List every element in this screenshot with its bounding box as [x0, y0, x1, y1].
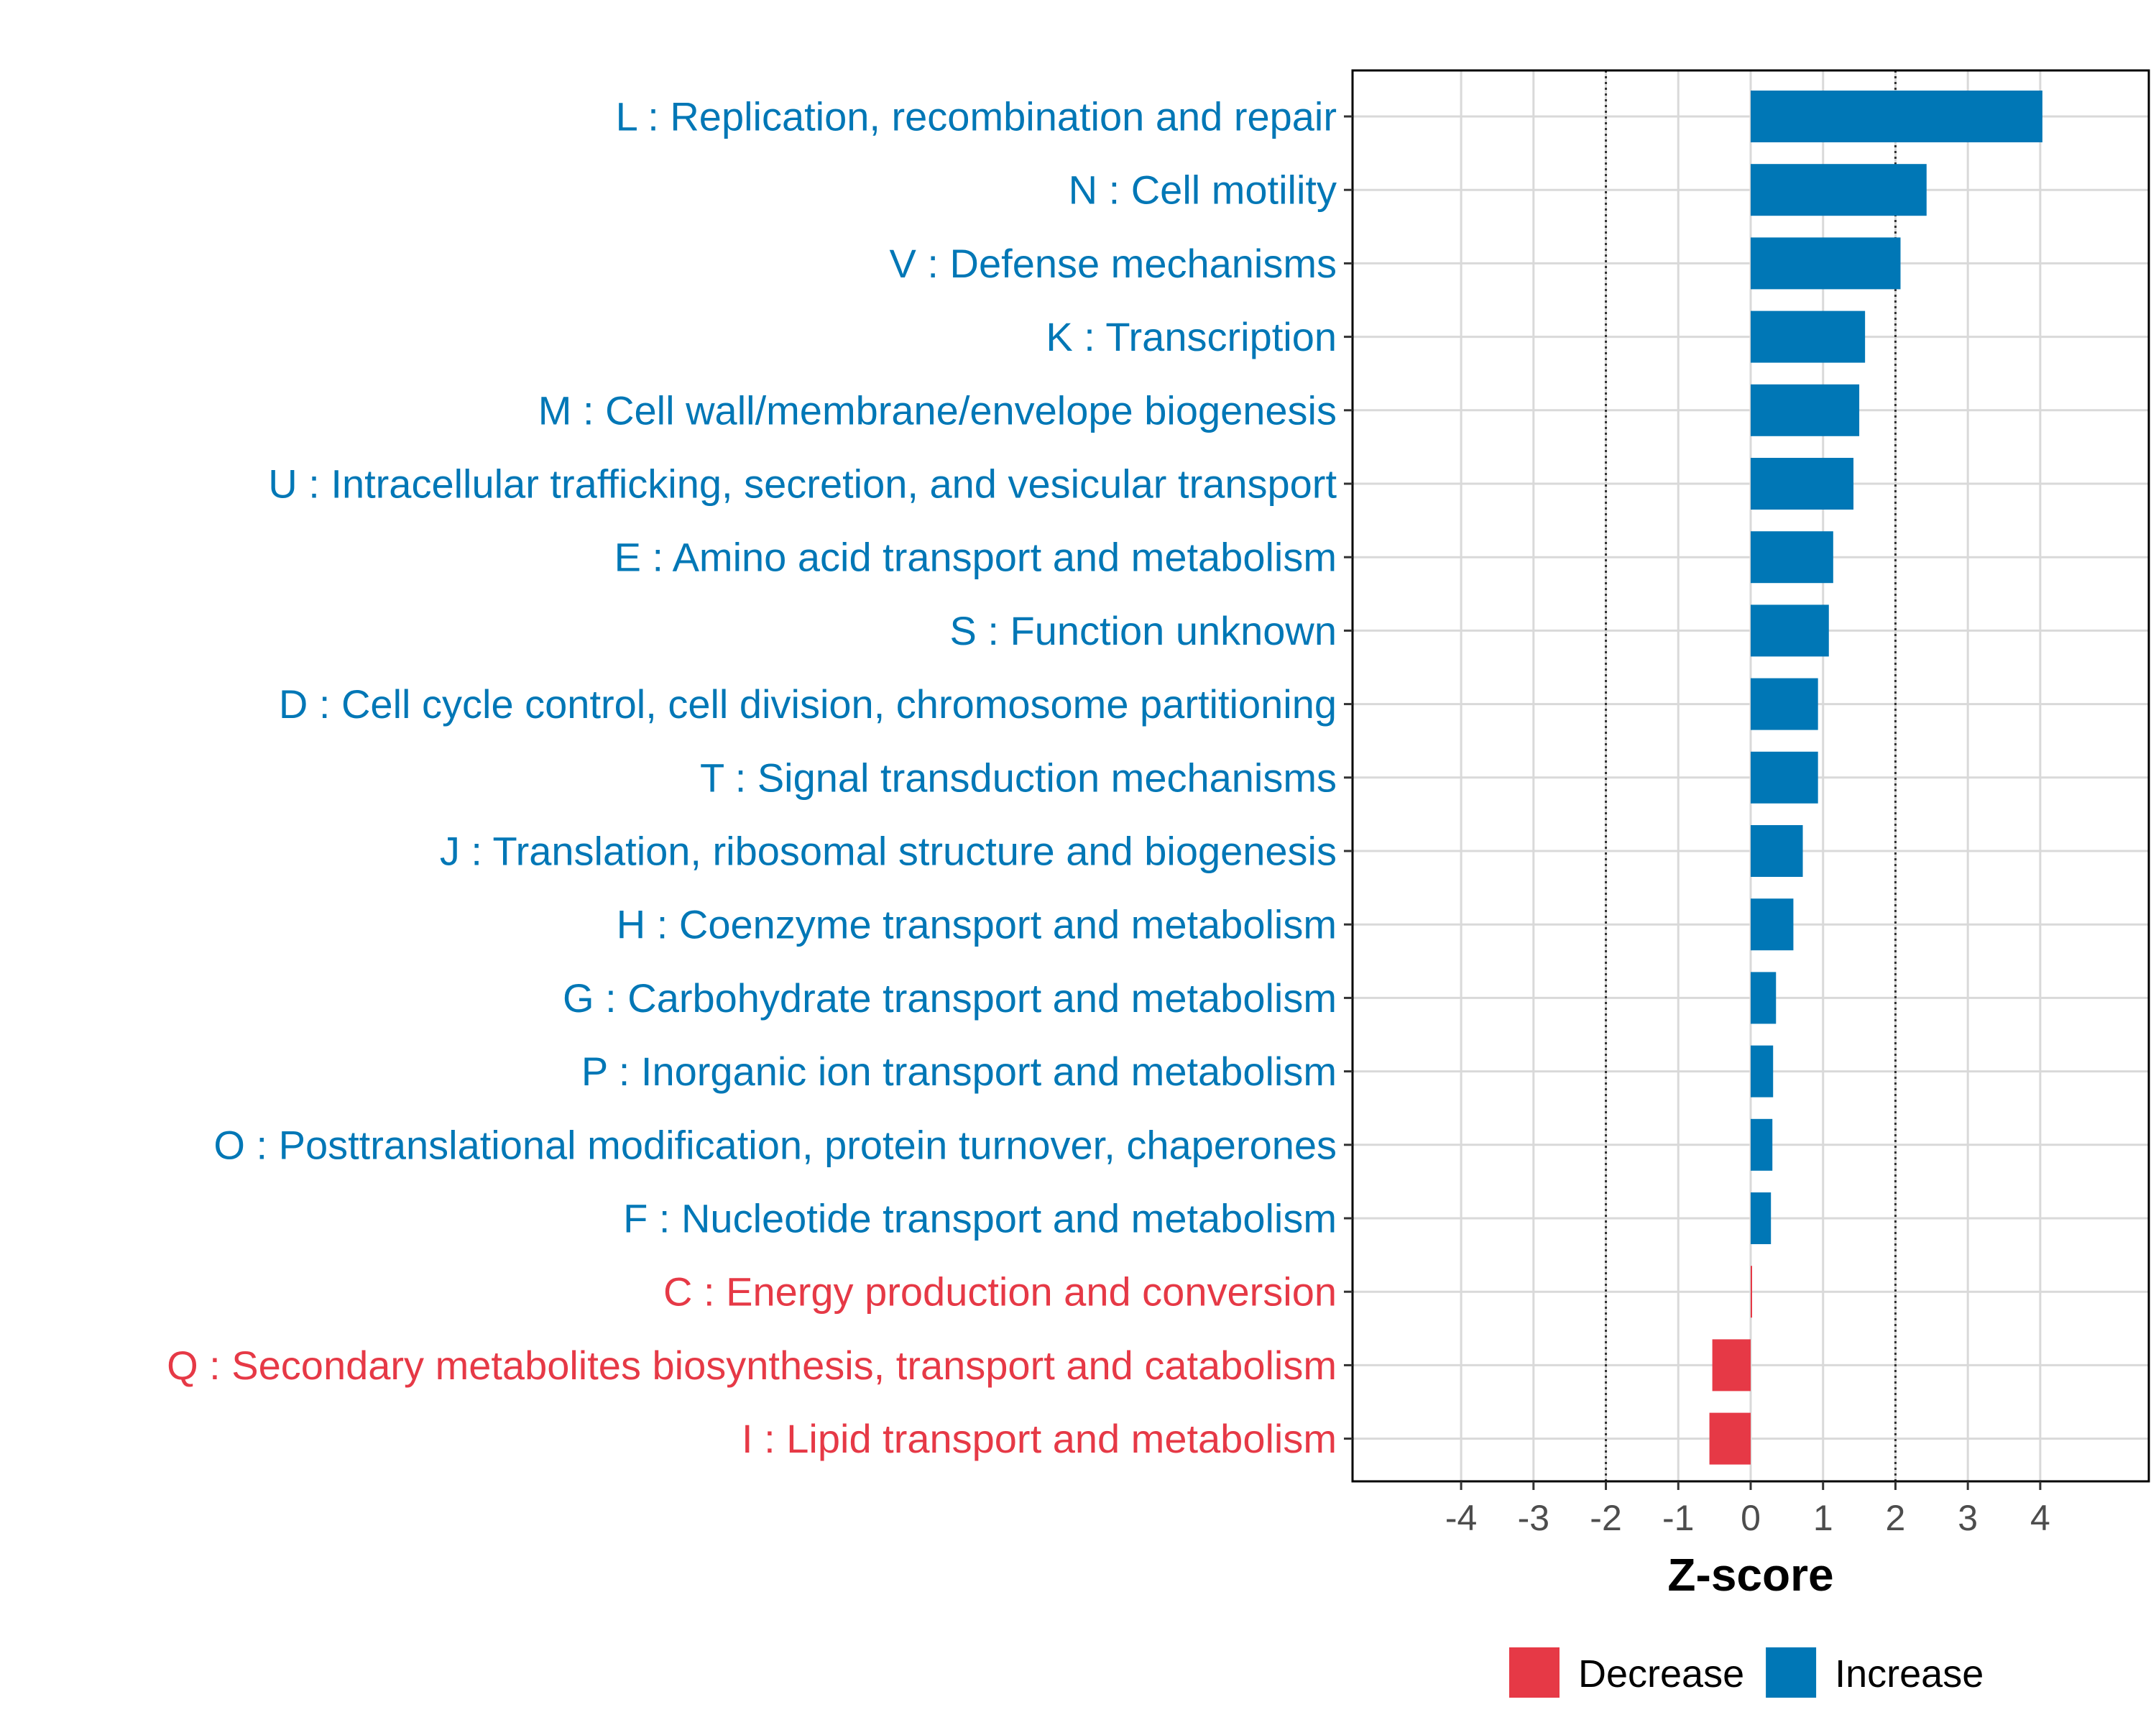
x-tick-label: 2 [1886, 1498, 1906, 1538]
bar [1751, 678, 1818, 730]
bar [1709, 1412, 1751, 1465]
category-label: E : Amino acid transport and metabolism [614, 535, 1337, 580]
x-axis-ticks [1460, 1481, 2042, 1490]
category-label: S : Function unknown [949, 608, 1337, 653]
bar [1751, 972, 1777, 1024]
x-tick-label: 3 [1958, 1498, 1978, 1538]
category-label: O : Posttranslational modification, prot… [213, 1122, 1337, 1167]
x-tick-label: 0 [1741, 1498, 1761, 1538]
x-tick-label: 1 [1813, 1498, 1833, 1538]
category-label: K : Transcription [1046, 314, 1337, 359]
bar [1751, 825, 1803, 877]
category-label: C : Energy production and conversion [663, 1269, 1337, 1315]
bar [1751, 1192, 1772, 1244]
legend-label: Decrease [1578, 1652, 1744, 1696]
x-axis-title: Z-score [1667, 1549, 1833, 1601]
bar [1751, 751, 1818, 804]
category-label: L : Replication, recombination and repai… [616, 94, 1337, 139]
category-label: T : Signal transduction mechanisms [700, 755, 1337, 800]
y-axis-ticks [1344, 115, 1353, 1440]
category-label: V : Defense mechanisms [890, 241, 1337, 286]
bar [1751, 1118, 1773, 1171]
category-label: H : Coenzyme transport and metabolism [617, 902, 1337, 947]
category-label: G : Carbohydrate transport and metabolis… [563, 975, 1337, 1021]
x-tick-label: -1 [1662, 1498, 1694, 1538]
bar [1751, 1266, 1752, 1318]
category-label: I : Lipid transport and metabolism [742, 1416, 1337, 1461]
category-label: N : Cell motility [1069, 167, 1337, 213]
category-label: Q : Secondary metabolites biosynthesis, … [167, 1343, 1337, 1388]
category-label: F : Nucleotide transport and metabolism [623, 1196, 1337, 1241]
bar [1751, 164, 1927, 216]
legend: Decrease Increase [1509, 1647, 1984, 1698]
bar [1751, 898, 1794, 951]
x-tick-label: -4 [1445, 1498, 1477, 1538]
category-label: P : Inorganic ion transport and metaboli… [581, 1049, 1337, 1094]
x-tick-label: -3 [1518, 1498, 1549, 1538]
category-label: U : Intracellular trafficking, secretion… [268, 461, 1337, 507]
category-label: J : Translation, ribosomal structure and… [440, 829, 1337, 874]
bar [1751, 310, 1866, 363]
category-label: D : Cell cycle control, cell division, c… [279, 681, 1337, 727]
legend-label: Increase [1835, 1652, 1984, 1696]
bar [1751, 531, 1833, 584]
bar [1751, 1045, 1774, 1098]
bar [1751, 458, 1854, 510]
x-tick-label: 4 [2030, 1498, 2050, 1538]
bar [1751, 604, 1829, 657]
category-label: M : Cell wall/membrane/envelope biogenes… [538, 387, 1337, 433]
bar [1751, 237, 1901, 290]
legend-swatch [1509, 1647, 1560, 1698]
category-labels: L : Replication, recombination and repai… [167, 94, 1337, 1462]
x-tick-label: -2 [1590, 1498, 1621, 1538]
x-tick-labels: -4 -3 -2 -1 0 1 2 3 4 [1445, 1498, 2050, 1538]
bar [1751, 384, 1860, 436]
bar [1751, 91, 2042, 142]
legend-swatch [1766, 1647, 1817, 1698]
bar [1712, 1339, 1751, 1392]
bars [1709, 91, 2042, 1465]
